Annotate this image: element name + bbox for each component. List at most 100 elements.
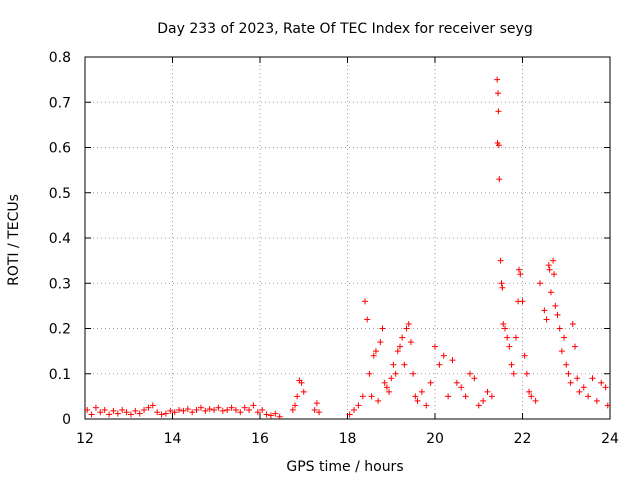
data-point <box>88 411 95 418</box>
data-point <box>545 262 552 269</box>
data-point <box>298 379 305 386</box>
data-point <box>552 302 559 309</box>
data-point <box>383 384 390 391</box>
data-point <box>405 320 412 327</box>
data-point <box>407 339 414 346</box>
data-point <box>576 388 583 395</box>
data-point <box>543 316 550 323</box>
data-point <box>263 411 270 418</box>
data-point <box>388 375 395 382</box>
x-tick-label: 20 <box>426 431 444 447</box>
data-point <box>567 379 574 386</box>
data-point <box>246 406 253 413</box>
data-point <box>517 271 524 278</box>
data-point <box>232 406 239 413</box>
data-point <box>585 393 592 400</box>
data-point <box>379 325 386 332</box>
data-point <box>498 280 505 287</box>
data-point <box>563 361 570 368</box>
data-point <box>366 370 373 377</box>
data-point <box>532 397 539 404</box>
x-axis-label: GPS time / hours <box>286 459 403 475</box>
data-point <box>127 411 134 418</box>
data-point <box>445 393 452 400</box>
x-tick-label: 18 <box>339 431 357 447</box>
data-point <box>602 384 609 391</box>
data-point <box>259 406 266 413</box>
data-point <box>171 409 178 416</box>
data-point <box>368 393 375 400</box>
data-point <box>206 406 213 413</box>
data-point <box>364 316 371 323</box>
data-point <box>184 406 191 413</box>
data-point <box>189 409 196 416</box>
data-point <box>506 343 513 350</box>
data-point <box>300 388 307 395</box>
data-point <box>355 402 362 409</box>
data-point <box>399 334 406 341</box>
data-point <box>292 402 298 409</box>
data-point <box>510 370 517 377</box>
data-point <box>604 402 611 409</box>
data-point <box>362 298 368 305</box>
data-point <box>250 402 257 409</box>
y-tick-label: 0.8 <box>49 50 71 66</box>
data-point <box>572 343 578 350</box>
data-point <box>394 348 401 355</box>
data-point <box>289 406 296 413</box>
data-point <box>550 257 557 264</box>
data-point <box>423 402 430 409</box>
data-point <box>162 410 169 417</box>
chart-title: Day 233 of 2023, Rate Of TEC Index for r… <box>157 21 532 37</box>
axis-ticks: 12 14 16 18 20 22 24 0 0.1 0.2 0.3 0.4 0.5 0.6 0.7 0.8 <box>49 50 619 447</box>
data-point <box>294 393 301 400</box>
data-point <box>84 406 91 413</box>
data-point <box>556 325 563 332</box>
data-point <box>241 404 248 411</box>
data-point <box>495 108 502 115</box>
data-point <box>375 397 382 404</box>
data-point <box>554 311 561 318</box>
data-point <box>313 400 320 407</box>
data-point <box>132 407 139 414</box>
data-point <box>370 352 377 359</box>
data-point <box>484 388 491 395</box>
x-tick-label: 16 <box>251 431 269 447</box>
y-tick-label: 0 <box>62 412 71 428</box>
data-point <box>410 370 417 377</box>
data-point <box>346 411 353 418</box>
data-point <box>589 375 596 382</box>
data-point <box>145 404 152 411</box>
data-point <box>541 307 548 314</box>
x-tick-label: 24 <box>601 431 619 447</box>
data-point <box>494 76 501 83</box>
data-point <box>114 410 121 417</box>
data-point <box>526 388 533 395</box>
data-point <box>598 379 605 386</box>
y-axis-label: ROTI / TECUs <box>6 194 22 286</box>
data-point <box>386 388 393 395</box>
data-point <box>462 393 469 400</box>
data-point <box>519 298 526 305</box>
data-point <box>580 384 587 391</box>
data-point <box>372 348 379 355</box>
data-point <box>254 409 261 416</box>
data-point <box>381 379 388 386</box>
data-point <box>414 397 421 404</box>
data-point <box>547 289 554 296</box>
data-point <box>351 406 358 413</box>
data-point <box>311 406 318 413</box>
data-point <box>512 334 519 341</box>
data-point <box>392 370 399 377</box>
data-point <box>176 406 183 413</box>
data-point <box>377 339 384 346</box>
data-point <box>453 379 460 386</box>
data-point <box>101 406 108 413</box>
data-point <box>508 361 515 368</box>
data-point <box>432 343 438 350</box>
y-tick-label: 0.7 <box>49 95 71 111</box>
data-point <box>565 370 572 377</box>
data-point <box>569 320 576 327</box>
